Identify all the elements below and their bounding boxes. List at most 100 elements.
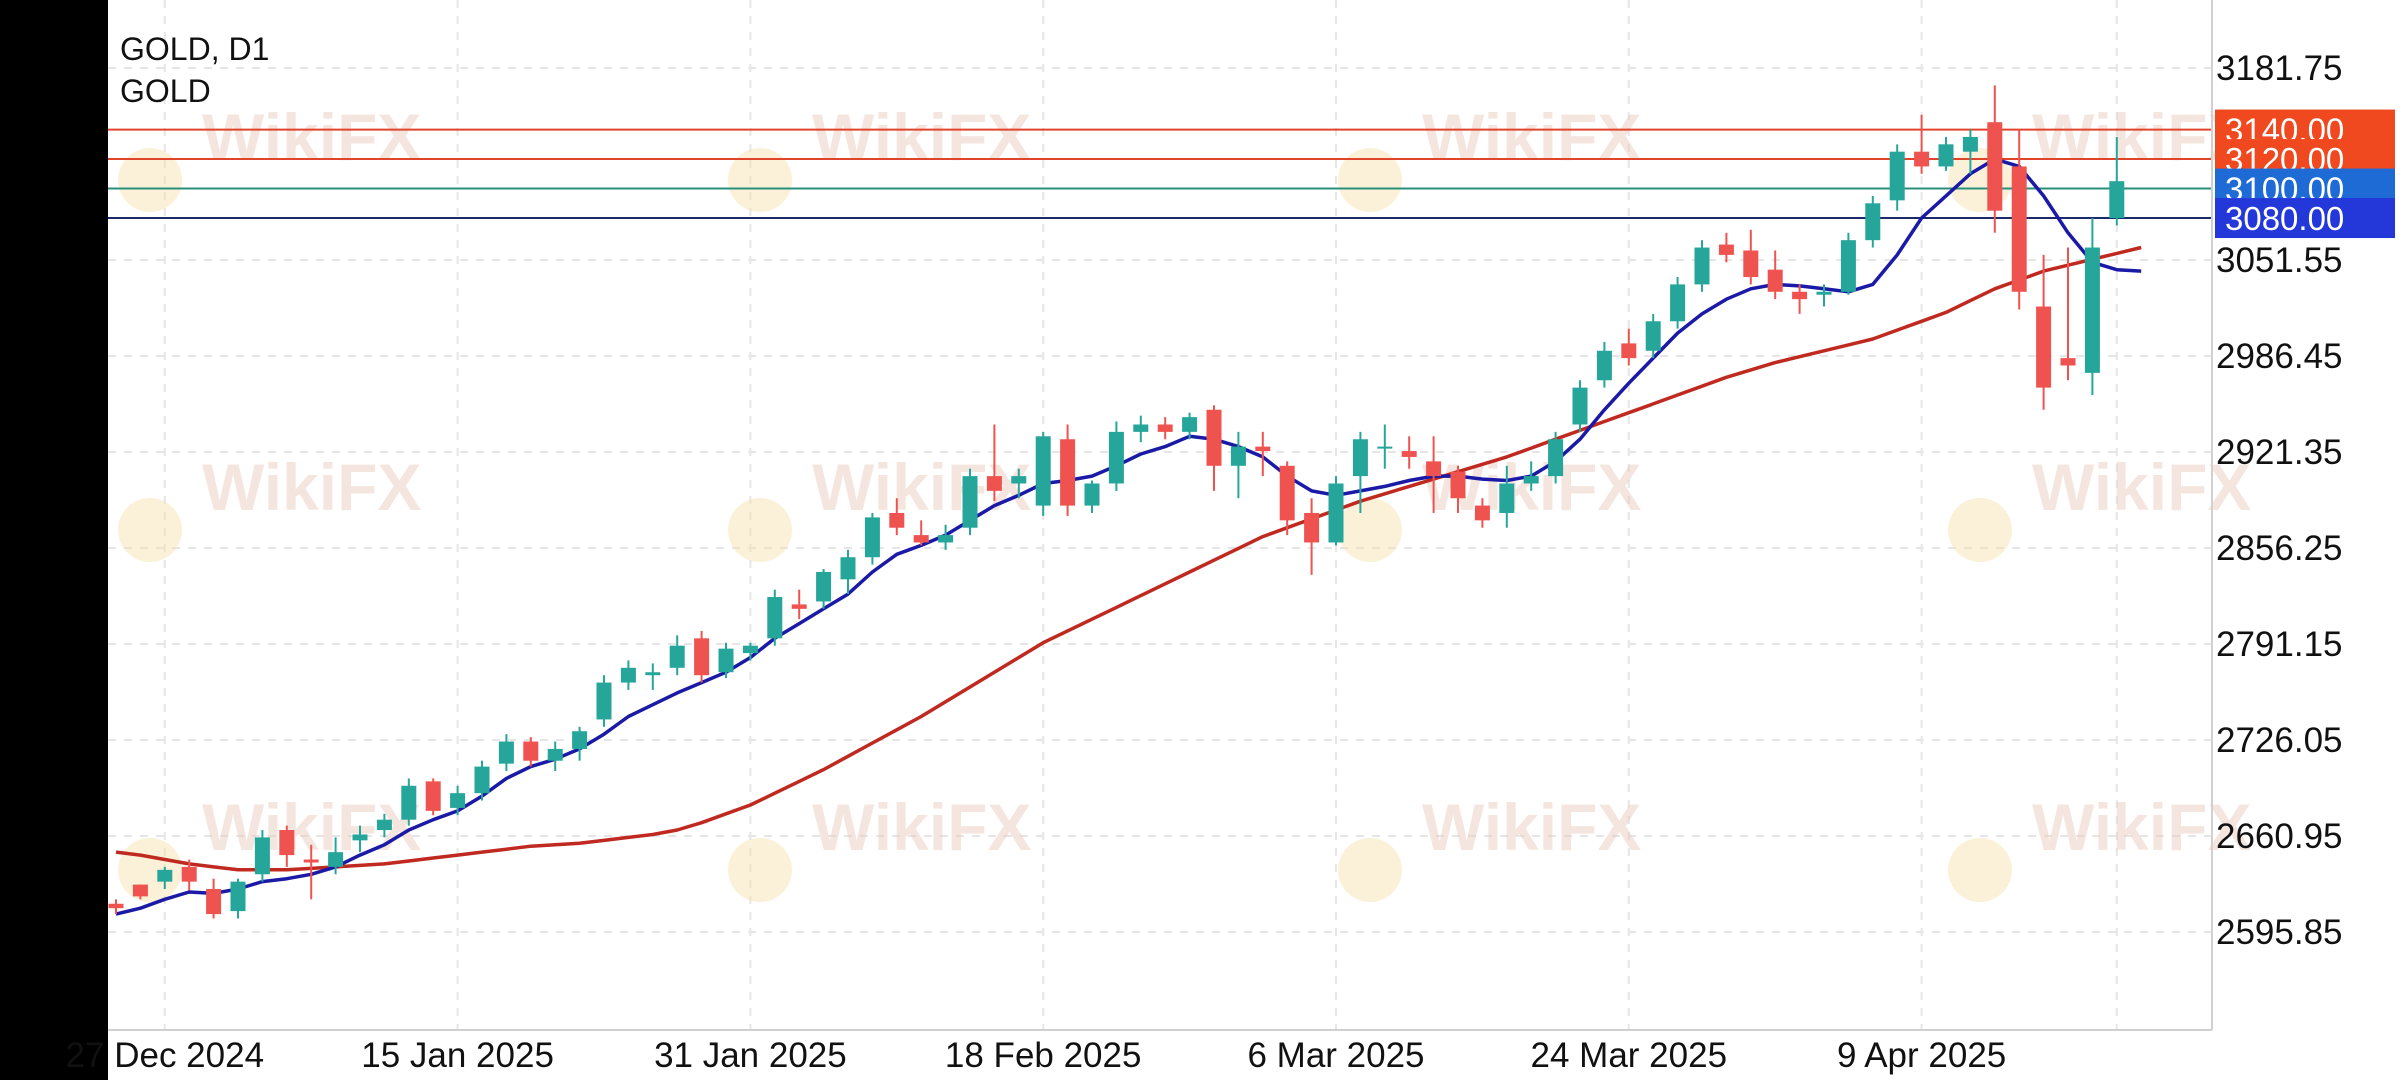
watermark-logo-icon [1338,148,1402,212]
candle [498,734,514,772]
candle [547,741,563,772]
watermark-logo-icon [118,838,182,902]
candle-body [230,881,246,912]
candle [742,642,758,661]
price-tick-label: 3051.55 [2216,241,2343,280]
price-tick-label: 2660.95 [2216,817,2343,856]
candle [1621,328,1637,366]
candle [986,424,1002,502]
candle-body [1889,151,1905,201]
candle-body [1718,244,1734,255]
candle [450,785,466,816]
candle-body [1157,424,1173,432]
candle [864,512,880,565]
candle [1962,129,1978,174]
candle [1182,412,1198,440]
candle [1060,424,1076,516]
price-tick-label: 2791.15 [2216,625,2343,664]
candle [767,589,783,646]
candle-body [2036,306,2052,388]
candle-body [694,638,710,676]
candle [1084,480,1100,513]
candle [303,844,319,900]
candle [1596,341,1612,388]
watermark-logo: WikiFX [118,100,421,212]
watermark-logo-icon [1948,148,2012,212]
watermark-logo-icon [728,838,792,902]
candle-body [1792,291,1808,300]
candle-body [2084,247,2100,373]
candle-body [1987,122,2003,211]
candle [840,549,856,595]
candle [596,675,612,727]
candle-body [1548,439,1564,477]
candle-body [1060,439,1076,506]
price-tick-label: 2726.05 [2216,721,2343,760]
watermark-text: WikiFX [2032,100,2251,174]
price-tick-label: 2595.85 [2216,913,2343,952]
candle-body [1352,439,1368,477]
candle-body [401,785,417,820]
candle-body [645,672,661,676]
candle [1450,465,1466,513]
moving-average-fast [115,157,2142,916]
candle [1840,232,1856,295]
candle [181,859,197,891]
candle-body [1035,436,1051,506]
time-tick-label: 9 Apr 2025 [1837,1036,2006,1075]
candle-body [2060,358,2076,366]
price-tick-label: 3181.75 [2216,49,2343,88]
candle-body [474,766,490,794]
candle [230,878,246,919]
level-badge-background [2215,198,2395,239]
candle-body [1401,451,1417,457]
candle-body [1084,483,1100,506]
candle-body [1962,136,1978,152]
candle-body [1670,284,1686,322]
candle-body [1572,387,1588,425]
watermark-logo: WikiFX [1338,790,1641,902]
candle [938,524,954,550]
watermark-logo: WikiFX [1948,450,2251,562]
candle-body [1108,431,1124,484]
price-tick-label: 2856.25 [2216,529,2343,568]
candle [328,837,344,875]
watermark-logo: WikiFX [1948,790,2251,902]
candle-body [547,748,563,761]
candle-body [1767,269,1783,292]
candle [352,825,368,853]
candle [1548,431,1564,484]
candle-body [328,852,344,867]
candle [1889,144,1905,211]
candle-body [1328,483,1344,543]
candle [1645,313,1661,359]
candle [1279,461,1295,536]
candle [1523,461,1539,491]
candle [694,630,710,683]
candle-body [840,557,856,580]
watermark-logo-icon [118,148,182,212]
candle [254,830,270,882]
candle-body [1230,446,1246,466]
candle [376,813,392,838]
candle-body [1182,417,1198,432]
candle [889,498,905,536]
price-tick-label: 2921.35 [2216,433,2343,472]
candle-body [1816,291,1832,295]
candle [1914,114,1930,174]
candle [2084,218,2100,396]
candle [1401,436,1417,469]
watermark-logo-icon [118,498,182,562]
watermark-text: WikiFX [1422,790,1641,864]
candle [645,663,661,690]
watermark-text: WikiFX [202,100,421,174]
candle [132,884,148,900]
candle-body [132,884,148,897]
left-black-bar [0,0,108,1080]
candle-body [938,535,954,543]
time-tick-label: 18 Feb 2025 [945,1036,1142,1075]
time-tick-label: 15 Jan 2025 [361,1036,554,1075]
candle-body [279,830,295,856]
